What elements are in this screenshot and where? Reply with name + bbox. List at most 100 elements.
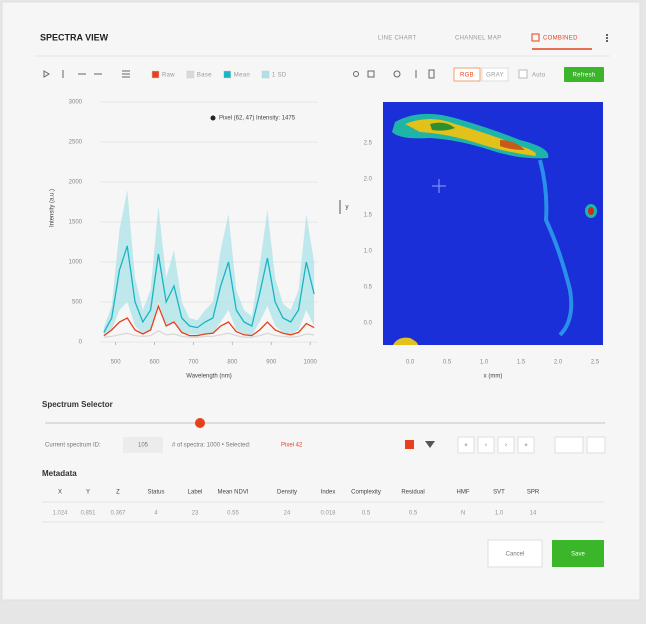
legend: Raw Base Mean 1 SD: [151, 70, 287, 79]
checkbox-label[interactable]: Auto: [532, 73, 546, 79]
nav-button[interactable]: [457, 436, 475, 454]
y-axis-label: y: [346, 205, 349, 211]
link[interactable]: Pixel 42: [281, 443, 303, 449]
legend-label[interactable]: Raw: [162, 73, 175, 79]
column-header: SVT: [493, 490, 505, 496]
y-tick-label: 0: [79, 340, 83, 346]
table-cell: N: [461, 511, 465, 517]
button-label[interactable]: Refresh: [572, 73, 595, 79]
x-tick-label: 0.0: [406, 360, 415, 366]
x-tick-label: 2.5: [591, 360, 600, 366]
icon-button[interactable]: [425, 441, 435, 448]
heatmap: [339, 102, 603, 345]
nav-label[interactable]: »: [524, 443, 528, 449]
table-cell: 0.018: [320, 511, 336, 517]
tab-active[interactable]: COMBINED: [543, 36, 578, 42]
y-tick-label: 3000: [69, 100, 83, 106]
id-input[interactable]: [123, 437, 163, 453]
y-tick-label: 2500: [69, 140, 83, 146]
x-tick-label: 1.0: [480, 360, 489, 366]
table-cell: 1.024: [52, 511, 68, 517]
y-tick-label: 1.5: [364, 213, 373, 219]
nav-label[interactable]: «: [464, 443, 468, 449]
x-tick-label: 2.0: [554, 360, 563, 366]
table-cell: 0.851: [80, 511, 96, 517]
column-header: Residual: [401, 490, 424, 496]
id-label: Current spectrum ID:: [45, 443, 101, 449]
menu[interactable]: [606, 34, 608, 36]
y-tick-label: 1500: [69, 220, 83, 226]
refresh-button[interactable]: [564, 67, 604, 82]
legend-label[interactable]: 1 SD: [272, 73, 287, 79]
nav-button[interactable]: [497, 436, 515, 454]
icon-button[interactable]: [586, 436, 606, 454]
x-axis-label: x (mm): [484, 374, 503, 380]
x-axis-label: Wavelength (nm): [186, 374, 231, 380]
slider-thumb[interactable]: [195, 418, 205, 428]
annotation-dot: [210, 115, 216, 121]
column-header: X: [58, 490, 62, 496]
checkbox[interactable]: [518, 69, 528, 79]
y-tick-label: 2000: [69, 180, 83, 186]
table-cell: 4: [154, 511, 158, 517]
column-header: Label: [188, 490, 203, 496]
tab[interactable]: LINE CHART: [378, 36, 417, 42]
x-tick-label: 600: [149, 360, 160, 366]
line-chart: 0 500 1000 1500 2000 2500 3000 500 600 700 800 900 1…: [50, 100, 318, 380]
id-value[interactable]: 105: [138, 443, 149, 449]
column-header: Density: [277, 490, 297, 496]
x-tick-label: 700: [188, 360, 199, 366]
legend-swatch[interactable]: [261, 70, 270, 79]
tab[interactable]: CHANNEL MAP: [455, 36, 501, 42]
table-cell: 24: [284, 511, 291, 517]
button-label[interactable]: Save: [571, 552, 585, 558]
x-tick-label: 1000: [304, 360, 318, 366]
legend-swatch[interactable]: [186, 70, 195, 79]
x-tick-label: 900: [266, 360, 277, 366]
x-tick-label: 1.5: [517, 360, 526, 366]
y-tick-label: 1000: [69, 260, 83, 266]
y-tick-label: 500: [72, 300, 83, 306]
table-cell: 0.367: [110, 511, 126, 517]
nav-label[interactable]: ‹: [485, 443, 487, 449]
info: # of spectra: 1000 • Selected:: [172, 443, 251, 449]
series-line: [103, 330, 315, 338]
y-tick-label: 0.5: [364, 285, 373, 291]
nav-label[interactable]: ›: [505, 443, 507, 449]
cancel-button[interactable]: [487, 539, 543, 568]
menu[interactable]: [606, 40, 608, 42]
series-line: [103, 245, 315, 333]
column-header: Complexity: [351, 490, 381, 496]
button[interactable]: [453, 67, 481, 82]
legend-swatch[interactable]: [223, 70, 232, 79]
y-tick-label: 1.0: [364, 249, 373, 255]
legend-swatch[interactable]: [151, 70, 160, 79]
toolbar-icons[interactable]: [43, 69, 435, 79]
save-button[interactable]: [552, 540, 604, 567]
heatmap-axes: 0.0 0.5 1.0 1.5 2.0 2.5 2.5 2.0 1.5 1.0 0.5 0.0 x (m…: [346, 141, 600, 380]
button-label[interactable]: GRAY: [486, 73, 504, 79]
icon-button[interactable]: [405, 440, 414, 449]
series-line: [103, 304, 315, 337]
menu[interactable]: [606, 37, 608, 39]
annotation: Pixel (62, 47) Intensity: 1475: [219, 116, 296, 122]
y-axis-label: Intensity (a.u.): [50, 189, 56, 227]
nav-button[interactable]: [477, 436, 495, 454]
button[interactable]: [481, 67, 509, 82]
x-tick-label: 800: [227, 360, 238, 366]
column-header: SPR: [527, 490, 540, 496]
button-label[interactable]: RGB: [460, 73, 474, 79]
column-header: Mean NDVI: [217, 490, 248, 496]
column-header: Z: [116, 490, 120, 496]
table-cell: 0.5: [362, 511, 371, 517]
legend-label[interactable]: Mean: [234, 73, 250, 79]
y-tick-label: 2.5: [364, 141, 373, 147]
icon-button[interactable]: [554, 436, 584, 454]
section-title: Spectrum Selector: [42, 400, 113, 409]
legend-label[interactable]: Base: [197, 73, 212, 79]
button-label[interactable]: Cancel: [506, 552, 525, 558]
x-tick-label: 0.5: [443, 360, 452, 366]
nav-button[interactable]: [517, 436, 535, 454]
section-title: Metadata: [42, 469, 77, 478]
